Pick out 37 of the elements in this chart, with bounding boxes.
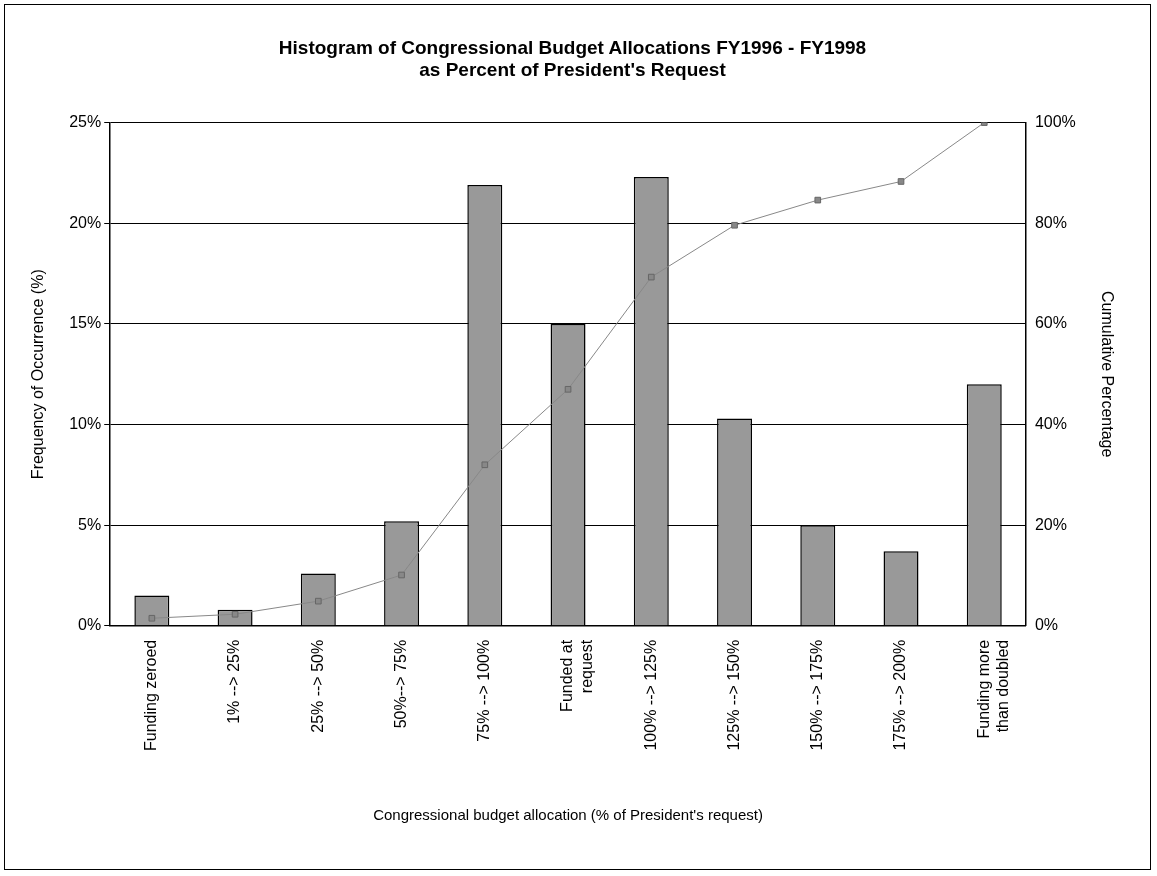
x-tick-label: Funded at request [558, 639, 595, 712]
y2-tick-label: 40% [1034, 414, 1067, 432]
point [564, 385, 572, 393]
x-tick-label: 50%--> 75% [391, 639, 409, 729]
y2-axis-title: Cumulative Percentage [1098, 291, 1116, 458]
x-tick-label: Funding zeroed [142, 639, 160, 751]
x-tick-label: 100% --> 125% [641, 639, 659, 751]
x-tick-label: 25% --> 50% [308, 639, 326, 733]
y-axis-title: Frequency of Occurrence (%) [29, 269, 47, 480]
x-axis-title: Congressional budget allocation (% of President's request) [373, 806, 763, 824]
point [647, 273, 655, 281]
y-tick-label: 15% [69, 314, 102, 332]
y2-tick-label: 0% [1034, 616, 1058, 634]
y2-tick-label: 100% [1034, 113, 1076, 131]
point [398, 571, 405, 579]
point [481, 461, 489, 469]
point [315, 597, 322, 605]
point [148, 614, 156, 622]
y2-tick-label: 80% [1034, 213, 1067, 231]
point [231, 610, 239, 618]
x-tick-label: 1% --> 25% [225, 639, 243, 724]
y-tick-label: 20% [69, 213, 102, 231]
y-tick-label: 0% [78, 616, 102, 634]
x-tick-label: 125% --> 150% [724, 639, 742, 751]
x-tick-label: 175% --> 200% [891, 639, 909, 751]
point [897, 178, 905, 185]
y-tick-label: 5% [78, 515, 102, 533]
point [731, 221, 738, 229]
x-tick-label: 150% --> 175% [808, 639, 826, 751]
y2-tick-label: 60% [1034, 314, 1067, 332]
x-tick-label: 75% --> 100% [475, 639, 493, 742]
y2-tick-label: 20% [1034, 515, 1067, 533]
point [814, 196, 822, 204]
y-tick-label: 10% [69, 414, 102, 432]
x-tick-label: Funding more than doubled [974, 639, 1011, 739]
y-tick-label: 25% [69, 113, 102, 131]
chart-title: Histogram of Congressional Budget Allocations FY1996 - FY1998 as Percent of President's Request [278, 36, 867, 81]
